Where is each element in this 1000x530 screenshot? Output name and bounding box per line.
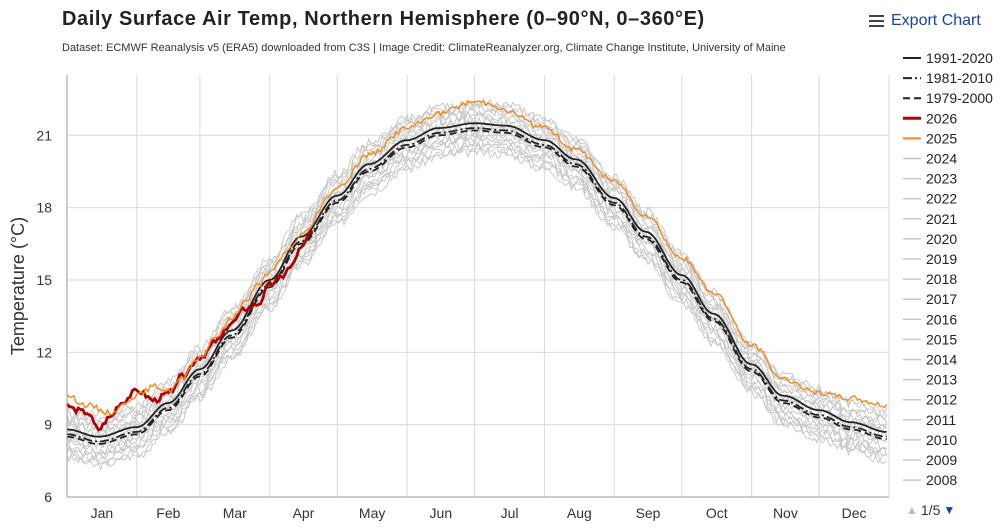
legend-item-2013[interactable]: 2013 xyxy=(903,372,957,388)
export-chart-label: Export Chart xyxy=(891,12,981,29)
x-tick-label: Aug xyxy=(567,505,592,521)
legend-item-2008[interactable]: 2008 xyxy=(903,472,957,488)
x-tick-label: Dec xyxy=(842,505,867,521)
legend-item-2016[interactable]: 2016 xyxy=(903,311,957,327)
x-tick-label: Feb xyxy=(156,505,180,521)
legend-label: 2014 xyxy=(926,352,957,368)
legend-label: 2010 xyxy=(926,432,957,448)
hamburger-menu-icon xyxy=(869,15,884,27)
legend-label: 2025 xyxy=(926,130,957,146)
past-year-line xyxy=(66,147,887,472)
legend[interactable]: 1991-2020 1981-2010 1979-2000 2026 2025 2024 2… xyxy=(903,50,993,488)
legend-item-2024[interactable]: 2024 xyxy=(903,151,957,167)
legend-item-2019[interactable]: 2019 xyxy=(903,251,957,267)
triangle-up-icon[interactable]: ▲ xyxy=(906,503,918,517)
x-tick-label: Jun xyxy=(430,505,453,521)
legend-item-2025[interactable]: 2025 xyxy=(903,130,957,146)
legend-label: 2018 xyxy=(926,271,957,287)
past-year-line xyxy=(66,121,888,443)
x-tick-label: Sep xyxy=(636,505,661,521)
past-year-line xyxy=(66,138,888,461)
past-year-line xyxy=(66,125,887,449)
legend-pager[interactable]: ▲ 1/5 ▼ xyxy=(906,502,955,518)
x-tick-label: Apr xyxy=(293,505,315,521)
export-chart-button[interactable]: Export Chart xyxy=(869,12,981,30)
legend-label: 1979-2000 xyxy=(926,90,993,106)
legend-label: 2013 xyxy=(926,372,957,388)
legend-label: 2026 xyxy=(926,110,957,126)
legend-item-2010[interactable]: 2010 xyxy=(903,432,957,448)
legend-item-2009[interactable]: 2009 xyxy=(903,452,957,468)
legend-item-1979-2000[interactable]: 1979-2000 xyxy=(903,90,993,106)
x-tick-label: Mar xyxy=(223,505,247,521)
y-tick-label: 18 xyxy=(36,200,52,216)
legend-item-2023[interactable]: 2023 xyxy=(903,171,957,187)
legend-item-2012[interactable]: 2012 xyxy=(903,392,957,408)
legend-item-2018[interactable]: 2018 xyxy=(903,271,957,287)
past-year-line xyxy=(66,129,887,450)
legend-item-2026[interactable]: 2026 xyxy=(903,110,957,126)
y-tick-label: 9 xyxy=(44,417,52,433)
past-years-lines xyxy=(66,97,888,472)
past-year-line xyxy=(66,132,887,454)
x-tick-label: Nov xyxy=(773,505,798,521)
legend-label: 2024 xyxy=(926,151,957,167)
y-axis-label: Temperature (°C) xyxy=(8,217,28,355)
triangle-down-icon[interactable]: ▼ xyxy=(943,503,956,517)
y-tick-label: 15 xyxy=(36,272,52,288)
series-line-2025 xyxy=(66,99,888,416)
legend-label: 2019 xyxy=(926,251,957,267)
past-year-line xyxy=(66,97,888,418)
legend-item-2014[interactable]: 2014 xyxy=(903,352,957,368)
y-tick-label: 21 xyxy=(36,127,52,143)
legend-item-2017[interactable]: 2017 xyxy=(903,291,957,307)
series-lines xyxy=(65,99,888,445)
legend-label: 2023 xyxy=(926,171,957,187)
series-line-1981-2010 xyxy=(66,127,887,443)
legend-label: 1981-2010 xyxy=(926,70,993,86)
legend-item-2022[interactable]: 2022 xyxy=(903,191,957,207)
legend-label: 2017 xyxy=(926,291,957,307)
legend-label: 2022 xyxy=(926,191,957,207)
legend-label: 2012 xyxy=(926,392,957,408)
legend-item-1981-2010[interactable]: 1981-2010 xyxy=(903,70,993,86)
x-tick-label: May xyxy=(359,505,385,521)
series-line-1979-2000 xyxy=(66,129,887,445)
legend-item-2020[interactable]: 2020 xyxy=(903,231,957,247)
legend-item-1991-2020[interactable]: 1991-2020 xyxy=(903,50,993,66)
chart-subtitle: Dataset: ECMWF Reanalysis v5 (ERA5) down… xyxy=(62,42,786,54)
legend-label: 2021 xyxy=(926,211,957,227)
pager-text: 1/5 xyxy=(920,502,941,518)
legend-label: 1991-2020 xyxy=(926,50,993,66)
x-tick-label: Oct xyxy=(706,505,728,521)
legend-label: 2009 xyxy=(926,452,957,468)
past-year-line xyxy=(66,134,887,458)
x-tick-label: Jul xyxy=(501,505,519,521)
axes: 6 9 12 15 18 21 Jan Feb Mar Apr May Jun Jul Aug Sep Oct… xyxy=(8,75,890,521)
legend-label: 2020 xyxy=(926,231,957,247)
legend-item-2021[interactable]: 2021 xyxy=(903,211,957,227)
legend-label: 2008 xyxy=(926,472,957,488)
series-line-1991-2020 xyxy=(66,122,887,438)
x-tick-label: Jan xyxy=(91,505,114,521)
chart-title: Daily Surface Air Temp, Northern Hemisph… xyxy=(62,8,705,30)
legend-item-2015[interactable]: 2015 xyxy=(903,331,957,347)
legend-label: 2011 xyxy=(926,412,956,428)
legend-item-2011[interactable]: 2011 xyxy=(903,412,956,428)
y-tick-label: 12 xyxy=(36,344,52,360)
y-tick-label: 6 xyxy=(44,489,52,505)
legend-label: 2016 xyxy=(926,311,957,327)
past-year-line xyxy=(66,145,887,467)
legend-label: 2015 xyxy=(926,331,957,347)
past-year-line xyxy=(66,141,887,465)
